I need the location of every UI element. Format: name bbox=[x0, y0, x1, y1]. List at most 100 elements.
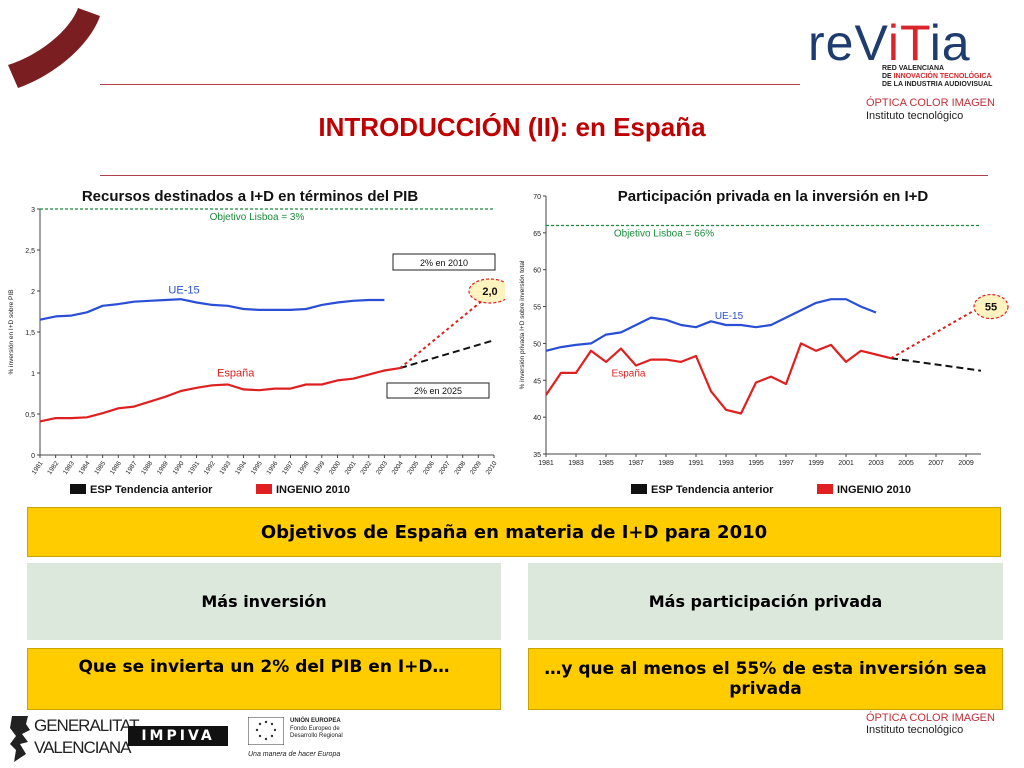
eu-tagline: Una manera de hacer Europa bbox=[248, 751, 341, 758]
chart-title: Participación privada en la inversión en… bbox=[618, 188, 929, 205]
title-rule-top bbox=[100, 84, 800, 85]
x-tick-label: 2002 bbox=[359, 460, 373, 476]
x-tick-label: 1985 bbox=[93, 460, 107, 476]
chart-private: Participación privada en la inversión en… bbox=[519, 188, 1009, 496]
x-tick-label: 2010 bbox=[485, 460, 499, 476]
target-label: Objetivo Lisboa = 66% bbox=[614, 228, 714, 239]
logo-line-2: DE INNOVACIÓN TECNOLÓGICA bbox=[882, 73, 992, 80]
x-tick-label: 1999 bbox=[312, 460, 326, 476]
legend-swatch-ingenio bbox=[817, 484, 833, 494]
y-tick-label: 0 bbox=[31, 453, 35, 460]
series-label-espana: España bbox=[217, 367, 255, 379]
x-tick-label: 1984 bbox=[78, 460, 92, 476]
x-tick-label: 1997 bbox=[281, 460, 295, 476]
series-espana-line bbox=[545, 342, 892, 415]
annotation-box-2010 bbox=[392, 253, 496, 271]
valenciana-label: VALENCIANA bbox=[34, 738, 131, 757]
x-tick-label: 1995 bbox=[748, 460, 764, 467]
objective-left-title: Más inversión bbox=[27, 563, 501, 640]
y-tick-label: 0,5 bbox=[25, 412, 35, 419]
series-tendencia-line bbox=[890, 357, 982, 372]
annotation-box-2025 bbox=[386, 382, 490, 399]
x-tick-label: 1991 bbox=[187, 460, 201, 476]
x-tick-label: 2007 bbox=[438, 460, 452, 476]
legend-label-ingenio: INGENIO 2010 bbox=[276, 484, 350, 496]
x-tick-label: 1993 bbox=[718, 460, 734, 467]
x-tick-label: 1985 bbox=[598, 460, 614, 467]
x-tick-label: 2007 bbox=[928, 460, 944, 467]
y-tick-label: 3 bbox=[31, 207, 35, 214]
eu-line-2: Fondo Europeo de bbox=[290, 726, 340, 732]
y-tick-label: 1 bbox=[31, 371, 35, 378]
x-tick-label: 1991 bbox=[688, 460, 704, 467]
x-tick-label: 1989 bbox=[658, 460, 674, 467]
x-tick-label: 2003 bbox=[868, 460, 884, 467]
y-axis-label: % inversión privada I+D sobre inversión … bbox=[519, 260, 526, 389]
objective-right-text: …y que al menos el 55% de esta inversión… bbox=[528, 648, 1003, 710]
x-tick-label: 2005 bbox=[406, 460, 420, 476]
impiva-logo: IMPIVA bbox=[128, 726, 228, 746]
x-tick-label: 1987 bbox=[125, 460, 139, 476]
legend-label-tendencia: ESP Tendencia anterior bbox=[90, 484, 213, 496]
arc-logo-icon bbox=[8, 8, 100, 88]
x-tick-label: 1990 bbox=[172, 460, 186, 476]
y-tick-label: 65 bbox=[533, 231, 541, 238]
x-tick-label: 1995 bbox=[250, 460, 264, 476]
series-espana-line bbox=[39, 367, 401, 423]
header-optica-label: ÓPTICA COLOR IMAGEN bbox=[866, 97, 995, 109]
chart-pib: Recursos destinados a I+D en términos de… bbox=[8, 188, 505, 496]
annotation-2010: 2% en 2010 bbox=[420, 258, 468, 268]
y-tick-label: 40 bbox=[533, 415, 541, 422]
y-tick-label: 2,5 bbox=[25, 248, 35, 255]
x-tick-label: 2005 bbox=[898, 460, 914, 467]
y-tick-label: 1,5 bbox=[25, 330, 35, 337]
eu-flag-icon bbox=[248, 717, 284, 745]
legend-swatch-tendencia bbox=[70, 484, 86, 494]
x-tick-label: 1988 bbox=[140, 460, 154, 476]
legend-label-tendencia: ESP Tendencia anterior bbox=[651, 484, 774, 496]
x-tick-label: 1994 bbox=[234, 460, 248, 476]
generalitat-bat-icon bbox=[10, 716, 30, 762]
legend-swatch-tendencia bbox=[631, 484, 647, 494]
y-tick-label: 60 bbox=[533, 268, 541, 275]
generalitat-label: GENERALITAT bbox=[34, 716, 140, 735]
objectives-header: Objetivos de España en materia de I+D pa… bbox=[27, 507, 1001, 557]
x-tick-label: 1999 bbox=[808, 460, 824, 467]
y-tick-label: 45 bbox=[533, 378, 541, 385]
x-tick-label: 1992 bbox=[203, 460, 217, 476]
chart-title: Recursos destinados a I+D en términos de… bbox=[82, 188, 419, 205]
legend-swatch-ingenio bbox=[256, 484, 272, 494]
logo-line-3: DE LA INDUSTRIA AUDIOVISUAL bbox=[882, 81, 993, 88]
y-tick-label: 50 bbox=[533, 341, 541, 348]
eu-line-3: Desarrollo Regional bbox=[290, 733, 343, 739]
annotation-55: 55 bbox=[985, 302, 997, 314]
x-tick-label: 1998 bbox=[297, 460, 311, 476]
series-ue15-line bbox=[545, 298, 877, 352]
series-label-espana: España bbox=[612, 369, 646, 380]
x-tick-label: 1981 bbox=[538, 460, 554, 467]
x-tick-label: 1989 bbox=[156, 460, 170, 476]
objective-right-title: Más participación privada bbox=[528, 563, 1003, 640]
x-tick-label: 2008 bbox=[453, 460, 467, 476]
x-tick-label: 1983 bbox=[62, 460, 76, 476]
legend-label-ingenio: INGENIO 2010 bbox=[837, 484, 911, 496]
x-tick-label: 2009 bbox=[958, 460, 974, 467]
annotation-2-0: 2,0 bbox=[482, 286, 497, 298]
eu-line-1: UNIÓN EUROPEA bbox=[290, 718, 341, 724]
annotation-circle-55 bbox=[973, 293, 1009, 320]
x-tick-label: 2001 bbox=[344, 460, 358, 476]
footer-optica-label: ÓPTICA COLOR IMAGEN bbox=[866, 712, 995, 724]
x-tick-label: 2003 bbox=[375, 460, 389, 476]
x-tick-label: 1997 bbox=[778, 460, 794, 467]
series-ingenio-line bbox=[890, 305, 982, 360]
x-tick-label: 2006 bbox=[422, 460, 436, 476]
y-tick-label: 35 bbox=[533, 452, 541, 459]
header-instituto-label: Instituto tecnológico bbox=[866, 110, 964, 122]
series-label-ue15: UE-15 bbox=[168, 284, 199, 296]
objective-left-text: Que se invierta un 2% del PIB en I+D… bbox=[27, 648, 501, 710]
footer-instituto-label: Instituto tecnológico bbox=[866, 724, 964, 736]
page-title: INTRODUCCIÓN (II): en España bbox=[318, 112, 706, 142]
y-axis-label: % inversión en I+D sobre PIB bbox=[8, 289, 15, 374]
x-tick-label: 1987 bbox=[628, 460, 644, 467]
x-tick-label: 1982 bbox=[46, 460, 60, 476]
